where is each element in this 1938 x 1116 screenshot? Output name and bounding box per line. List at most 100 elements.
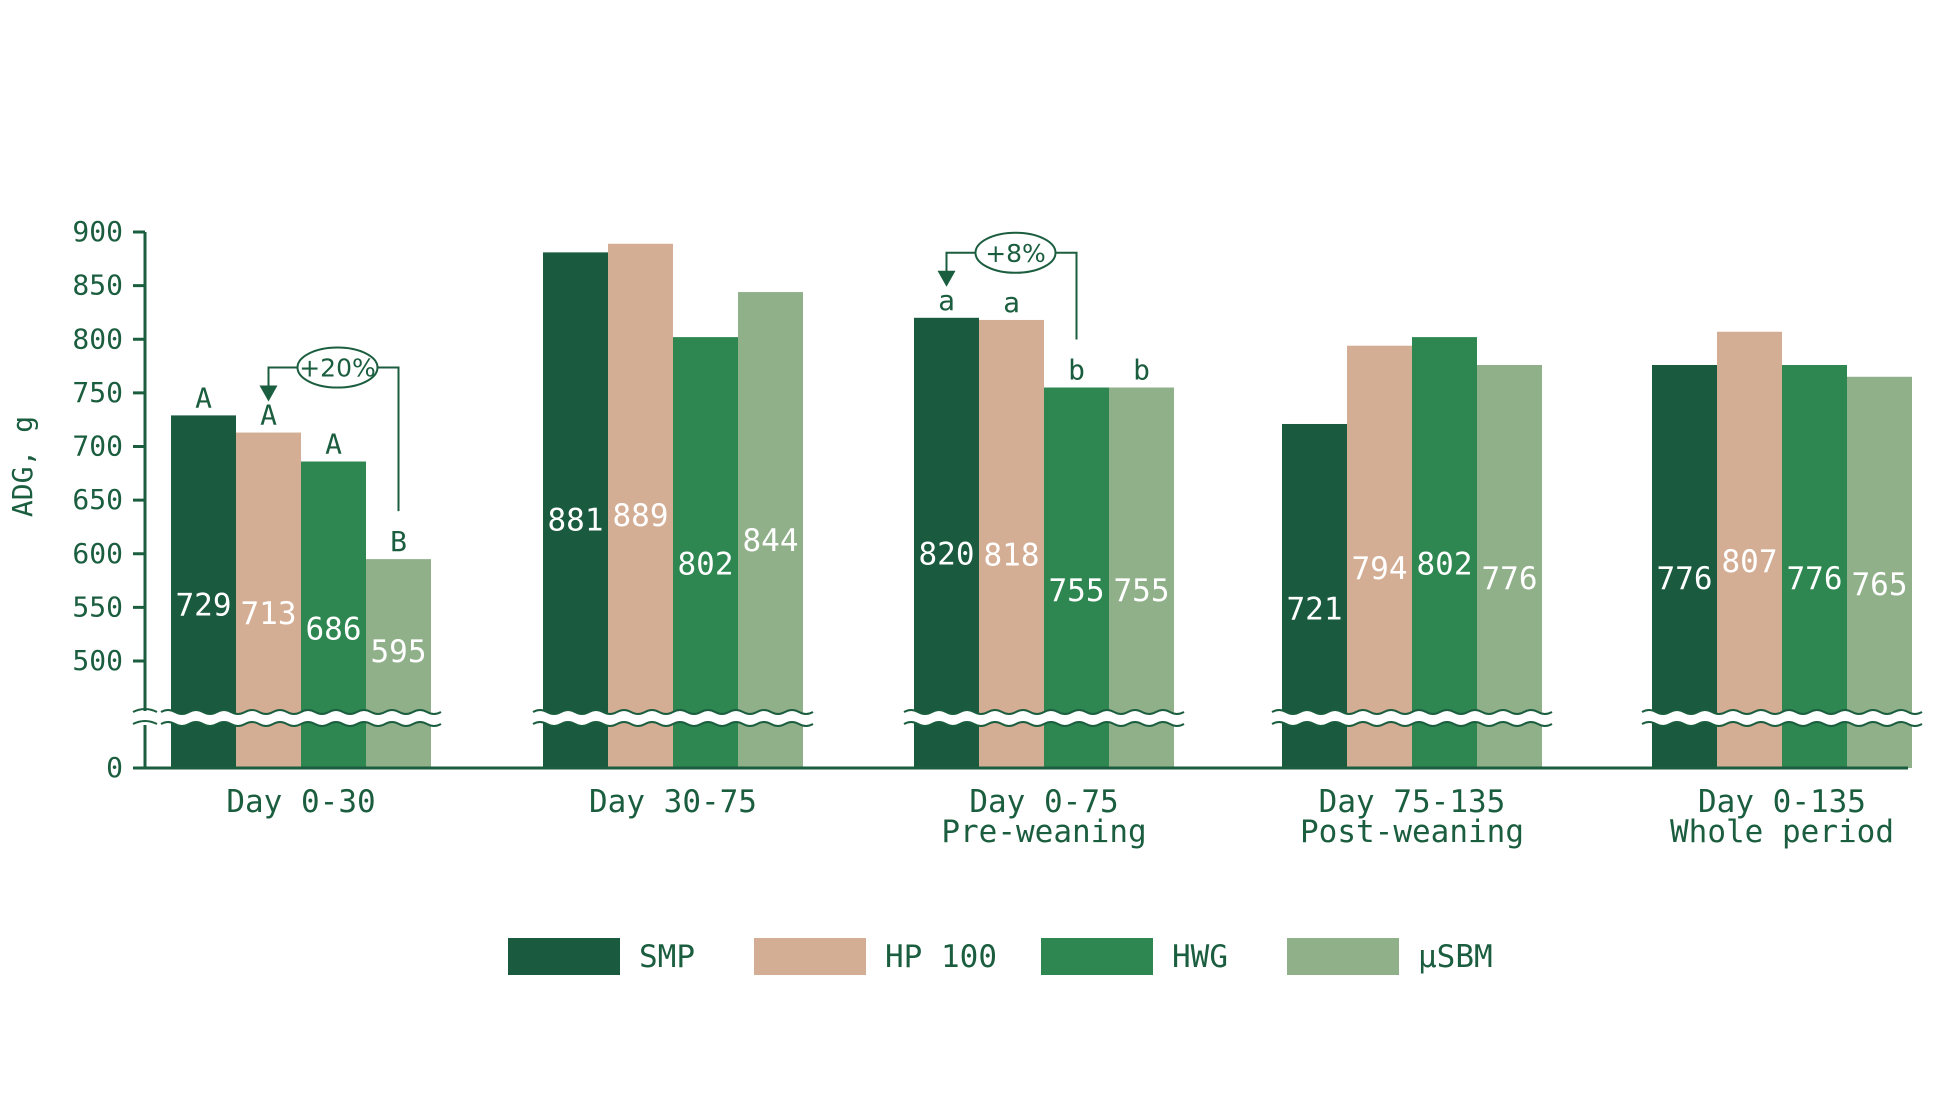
annotation-label: +20% [299, 354, 376, 383]
bar-value-label: 755 [1049, 573, 1105, 609]
bar-value-label: 889 [613, 498, 669, 534]
bar-value-label: 755 [1114, 573, 1170, 609]
y-tick-label: 900 [72, 215, 123, 248]
bars-layer [171, 243, 1912, 769]
bar-value-label: 595 [371, 634, 427, 670]
annotation-bubble [296, 346, 379, 389]
axis-break-band [1272, 710, 1552, 726]
legend-label: HWG [1172, 939, 1228, 975]
x-category-label: Day 30-75 [589, 784, 757, 820]
y-axis-title: ADG, g [6, 416, 39, 517]
y-tick-label: 750 [72, 376, 123, 409]
axis-break-line [903, 721, 1185, 727]
bar [738, 292, 803, 768]
annotation-bracket [945, 251, 976, 275]
bar [1477, 364, 1542, 768]
y-tick-label: 700 [72, 430, 123, 463]
annotations: +20% +8% [259, 231, 1078, 512]
x-category-label: Day 0-135 [1698, 784, 1866, 820]
bar [1652, 364, 1717, 768]
bar-value-label: 807 [1722, 544, 1778, 580]
bar-value-label: 820 [919, 537, 975, 573]
axis-break-line [1641, 709, 1923, 715]
bar [673, 337, 738, 768]
x-category-label: Day 0-75 [969, 784, 1118, 820]
y-tick-label: 500 [72, 644, 123, 677]
bar [979, 319, 1044, 768]
axis-break-line [532, 709, 814, 715]
y-tick-label: 550 [72, 590, 123, 623]
annotation-bracket [267, 366, 298, 390]
significance-letter: a [1003, 286, 1020, 319]
bar [914, 317, 979, 768]
x-category-label: Day 75-135 [1319, 784, 1506, 820]
axis-break-band [533, 710, 813, 726]
bar-value-label: 802 [1417, 547, 1473, 583]
x-category-label: Pre-weaning [941, 814, 1146, 850]
legend-label: HP 100 [885, 939, 997, 975]
bar-value-label: 776 [1482, 561, 1538, 597]
bar [1782, 364, 1847, 768]
bar [543, 252, 608, 768]
bar [608, 243, 673, 769]
bar-value-label: 802 [678, 547, 734, 583]
legend-swatch [1287, 938, 1399, 975]
axis-break-band [161, 710, 441, 726]
bar-value-label: 881 [548, 503, 604, 539]
y-tick-label: 650 [72, 483, 123, 516]
annotation-label: +8% [985, 239, 1046, 268]
significance-letter: a [938, 284, 955, 317]
bar [366, 559, 431, 768]
bar-value-label: 794 [1352, 551, 1408, 587]
axis-break-line [1271, 721, 1553, 727]
legend-swatch [508, 938, 620, 975]
significance-letter: A [195, 381, 212, 414]
legend-label: μSBM [1418, 939, 1493, 975]
bar-value-label: 721 [1287, 592, 1343, 628]
axis-break-band [904, 710, 1184, 726]
annotation-bubble [974, 231, 1057, 274]
bar-value-label: 713 [241, 596, 297, 632]
axis-break-line [132, 720, 158, 725]
bar-value-label: 686 [306, 611, 362, 647]
axis-break-band [1642, 710, 1922, 726]
x-category-label: Post-weaning [1300, 814, 1524, 850]
bar [1109, 387, 1174, 768]
legend-swatch [754, 938, 866, 975]
legend-label: SMP [639, 939, 695, 975]
significance-letter: B [390, 525, 407, 558]
bar [1044, 387, 1109, 768]
axis-break [132, 708, 1923, 727]
bar-value-label: 818 [984, 538, 1040, 574]
x-category-label: Whole period [1670, 814, 1894, 850]
bar-value-label: 776 [1787, 561, 1843, 597]
arrow-down-icon [937, 270, 956, 287]
y-tick-label: 600 [72, 537, 123, 570]
bar-value-label: 776 [1657, 561, 1713, 597]
y-axis: 0 500 550 600 650 700 750 800 850 900 ADG, g Day 0-… [6, 215, 1908, 850]
axis-break-line [903, 709, 1185, 715]
significance-letter: b [1068, 354, 1085, 387]
bar-value-label: 765 [1852, 567, 1908, 603]
bar-value-label: 729 [176, 587, 232, 623]
axis-break-line [160, 709, 442, 715]
significance-letter: A [325, 428, 342, 461]
bar [1847, 376, 1912, 768]
axis-break-line [1641, 721, 1923, 727]
y-tick-label: 0 [106, 751, 123, 784]
x-category-label: Day 0-30 [226, 784, 375, 820]
axis-break-line [1271, 709, 1553, 715]
bar-value-label: 844 [743, 523, 799, 559]
significance-letter: b [1133, 354, 1150, 387]
significance-letter: A [260, 399, 277, 432]
arrow-down-icon [259, 385, 278, 402]
bar [1347, 345, 1412, 768]
annotation-bracket [377, 366, 400, 512]
legend: SMP HP 100 HWG μSBM [508, 938, 1493, 975]
legend-swatch [1041, 938, 1153, 975]
bar [1412, 337, 1477, 768]
y-tick-label: 850 [72, 269, 123, 302]
bar [1717, 331, 1782, 768]
